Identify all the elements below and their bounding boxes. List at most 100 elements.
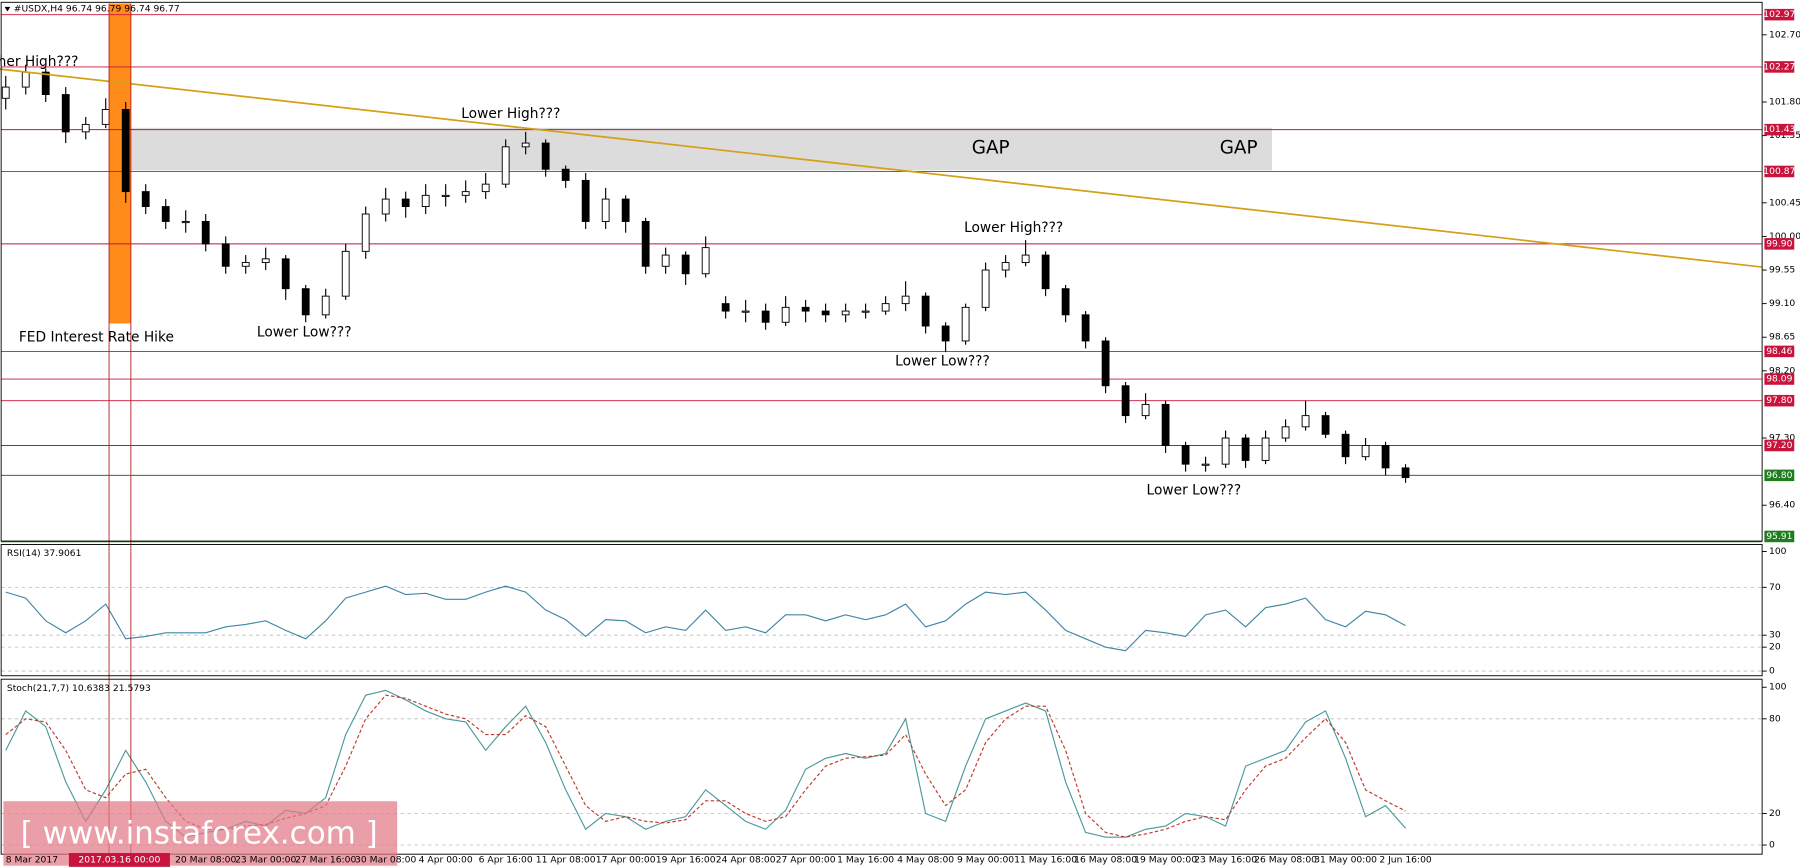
candle-body	[561, 168, 570, 181]
candle-body	[361, 213, 370, 252]
candle-body	[421, 194, 430, 208]
x-tick-label: 27 Apr 00:00	[776, 854, 836, 865]
candle-body	[1121, 385, 1130, 417]
candle-body	[301, 288, 310, 316]
candle-body	[981, 269, 990, 308]
candle-body	[1001, 262, 1010, 271]
candle-body	[941, 325, 950, 342]
stoch-panel-frame	[0, 678, 1763, 855]
candle-body	[61, 94, 70, 133]
annotation: Lower High???	[461, 106, 560, 122]
panel-title: RSI(14) 37.9061	[7, 548, 82, 559]
y-tick-label: 20	[1769, 808, 1781, 819]
y-tick-label: 101.80	[1769, 97, 1800, 108]
cursor-label: 2017.03.16 00:00	[78, 854, 160, 865]
annotation: Lower Low???	[257, 325, 352, 341]
x-tick-label: 11 Apr 08:00	[536, 854, 596, 865]
level-label-box	[1764, 373, 1795, 385]
x-tick-label: 30 Mar 08:00	[355, 854, 416, 865]
level-label-box	[1764, 165, 1795, 178]
candle-body	[201, 221, 210, 245]
candle-body	[181, 221, 190, 224]
x-tick-label: 20 Mar 08:00	[175, 854, 236, 865]
candle-body	[761, 310, 770, 323]
candle-body	[1221, 437, 1230, 465]
marks-layer	[1, 14, 1763, 846]
candle-body	[621, 198, 630, 222]
candle-body	[241, 262, 250, 267]
annotation: Lower Low???	[1147, 482, 1242, 498]
y-tick-label: 101.35	[1769, 130, 1800, 141]
y-tick-label: 100	[1769, 546, 1787, 557]
gap-zone	[129, 127, 1272, 171]
candle-body	[641, 221, 650, 267]
level-label-box	[1764, 123, 1795, 136]
candle-body	[541, 142, 550, 170]
y-tick-label: 100	[1769, 682, 1787, 693]
candle-body	[521, 142, 530, 148]
candle-body	[1321, 415, 1330, 435]
annotation: Lower High???	[964, 220, 1063, 236]
watermark: [ www.instaforex.com ]	[21, 816, 378, 852]
candle-body	[721, 303, 730, 312]
level-label-box	[1764, 238, 1795, 250]
x-tick-label: 8 Mar 2017	[6, 854, 58, 865]
candle-body	[101, 109, 110, 125]
x-tick-label: 2 Jun 16:00	[1379, 854, 1432, 865]
candle-body	[921, 295, 930, 327]
level-label: 98.09	[1766, 374, 1792, 385]
candle-body	[1, 86, 10, 99]
y-tick-label: 102.70	[1769, 29, 1800, 40]
annotation: GAP	[1220, 137, 1258, 158]
x-tick-label: 9 May 00:00	[957, 854, 1014, 865]
y-tick-label: 100.00	[1769, 231, 1800, 242]
candle-body	[1161, 403, 1170, 446]
candle-body	[961, 306, 970, 342]
x-tick-label: 11 May 16:00	[1014, 854, 1077, 865]
candle-body	[861, 310, 870, 313]
x-tick-label: 6 Apr 16:00	[479, 854, 533, 865]
level-label: 97.80	[1766, 395, 1792, 406]
x-tick-label: 17 Apr 00:00	[596, 854, 656, 865]
level-label: 102.27	[1763, 61, 1795, 72]
candle-body	[221, 243, 230, 267]
y-tick-label: 99.55	[1769, 265, 1795, 276]
y-tick-label: 20	[1769, 642, 1781, 653]
candle-body	[461, 191, 470, 196]
candle-body	[661, 254, 670, 267]
candle-body	[141, 191, 150, 208]
annotation: FED Interest Rate Hike	[19, 329, 174, 345]
candle-body	[281, 258, 290, 290]
annotation: Lower Low???	[895, 353, 990, 369]
candle-body	[481, 183, 490, 193]
candle-body	[1081, 314, 1090, 342]
candle-body	[881, 303, 890, 312]
rsi-panel-frame	[0, 544, 1763, 677]
level-label: 100.87	[1763, 166, 1795, 177]
panel-title: Stoch(21,7,7) 10.6383 21.5793	[7, 683, 151, 694]
y-tick-label: 0	[1769, 666, 1775, 677]
candle-body	[821, 310, 830, 316]
y-tick-label: 100.45	[1769, 197, 1800, 208]
candle-body	[781, 306, 790, 323]
x-tick-label: 4 May 08:00	[897, 854, 954, 865]
candle-body	[261, 258, 270, 264]
candle-body	[1241, 437, 1250, 461]
y-tick-label: 80	[1769, 713, 1781, 724]
level-label: 102.97	[1763, 9, 1795, 20]
y-tick-label: 0	[1769, 840, 1775, 851]
candle-body	[441, 194, 450, 197]
candle-body	[41, 71, 50, 96]
candle-body	[21, 71, 30, 88]
level-label: 95.91	[1766, 531, 1792, 542]
level-label-box	[1764, 530, 1795, 543]
candle-body	[121, 109, 130, 193]
candle-body	[81, 123, 90, 133]
y-tick-label: 30	[1769, 630, 1781, 641]
candle-body	[901, 295, 910, 305]
level-label-box	[1764, 469, 1795, 482]
candle-body	[1401, 467, 1410, 479]
level-label-box	[1764, 394, 1795, 407]
